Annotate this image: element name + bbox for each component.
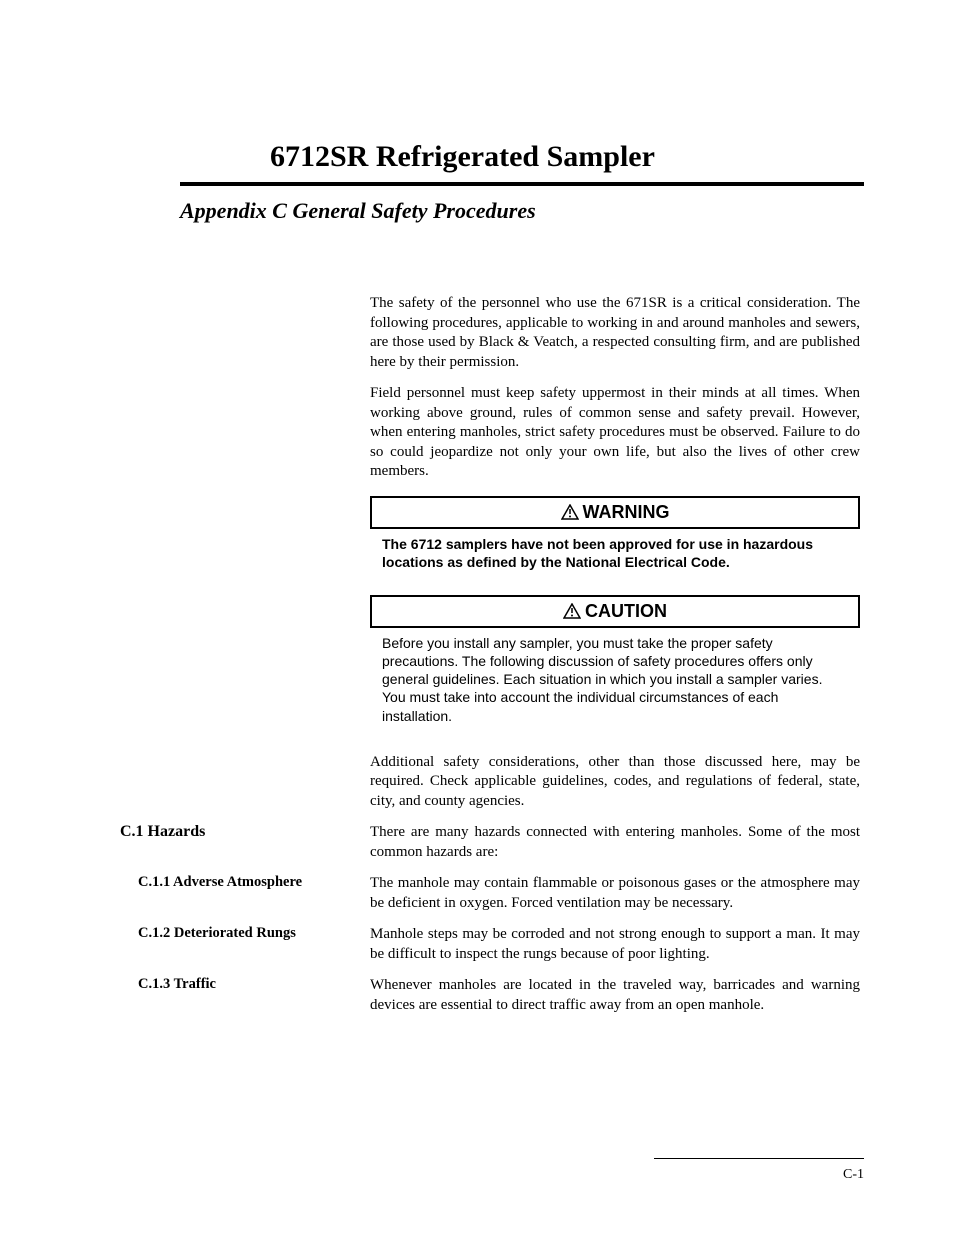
- section-heading: C.1.2 Deteriorated Rungs: [90, 925, 370, 942]
- warning-label: WARNING: [583, 502, 670, 522]
- post-notice-paragraph: Additional safety considerations, other …: [370, 753, 860, 812]
- caution-box: CAUTION Before you install any sampler, …: [370, 595, 860, 735]
- intro-paragraph: Field personnel must keep safety uppermo…: [370, 384, 860, 482]
- section-row: C.1.1 Adverse Atmosphere The manhole may…: [90, 874, 864, 913]
- intro-column: The safety of the personnel who use the …: [370, 294, 860, 811]
- section-row: C.1.3 Traffic Whenever manholes are loca…: [90, 976, 864, 1015]
- section-text: The manhole may contain flammable or poi…: [370, 874, 860, 913]
- caution-label: CAUTION: [585, 601, 667, 621]
- appendix-subtitle: Appendix C General Safety Procedures: [180, 198, 864, 224]
- footer-rule: [654, 1158, 864, 1159]
- section-heading: C.1.1 Adverse Atmosphere: [90, 874, 370, 891]
- section-heading: C.1 Hazards: [90, 823, 370, 841]
- page-number: C-1: [843, 1167, 864, 1183]
- document-title: 6712SR Refrigerated Sampler: [270, 140, 864, 174]
- section-text: Whenever manholes are located in the tra…: [370, 976, 860, 1015]
- section-row: C.1.2 Deteriorated Rungs Manhole steps m…: [90, 925, 864, 964]
- warning-box: WARNING The 6712 samplers have not been …: [370, 496, 860, 581]
- section-row: C.1 Hazards There are many hazards conne…: [90, 823, 864, 862]
- page: 6712SR Refrigerated Sampler Appendix C G…: [0, 0, 954, 1235]
- section-heading: C.1.3 Traffic: [90, 976, 370, 993]
- warning-icon: [561, 504, 579, 520]
- caution-icon: [563, 603, 581, 619]
- caution-body: Before you install any sampler, you must…: [370, 628, 860, 735]
- caution-header: CAUTION: [370, 595, 860, 628]
- section-text: Manhole steps may be corroded and not st…: [370, 925, 860, 964]
- warning-header: WARNING: [370, 496, 860, 529]
- intro-paragraph: The safety of the personnel who use the …: [370, 294, 860, 372]
- warning-body: The 6712 samplers have not been approved…: [370, 529, 860, 581]
- title-rule: [180, 182, 864, 186]
- section-text: There are many hazards connected with en…: [370, 823, 860, 862]
